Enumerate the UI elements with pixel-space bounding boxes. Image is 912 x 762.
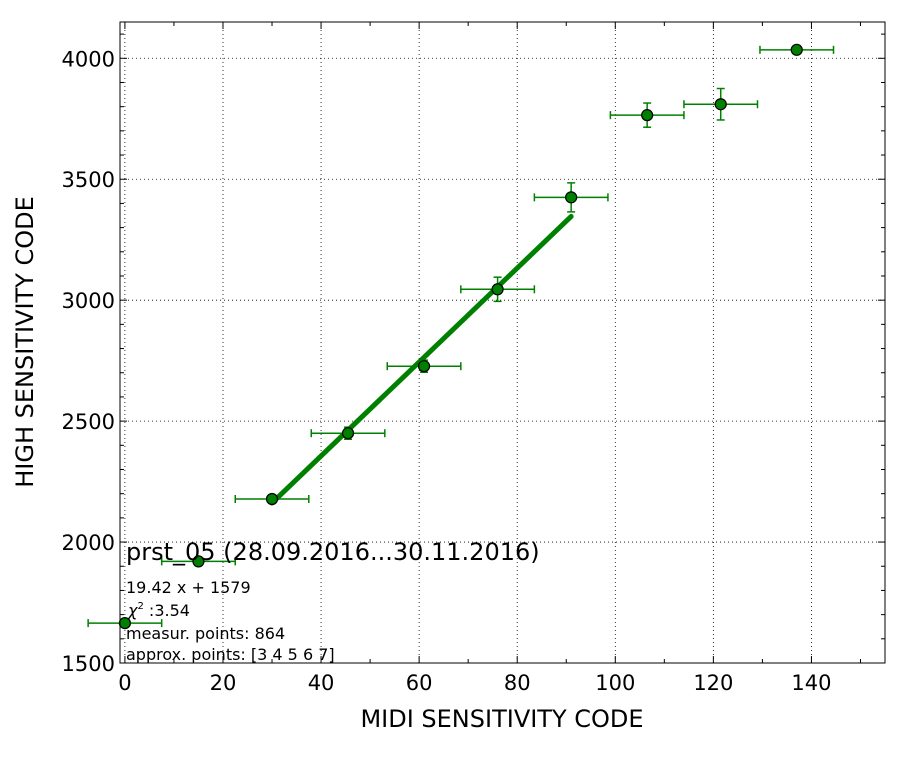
- data-point: [160, 555, 236, 568]
- annotation-measur-points: measur. points: 864: [126, 624, 285, 643]
- x-tick-label: 0: [118, 671, 131, 695]
- data-point: [759, 43, 835, 56]
- marker: [341, 427, 355, 440]
- x-axis-title: MIDI SENSITIVITY CODE: [360, 705, 643, 733]
- marker: [118, 616, 132, 630]
- grid: [120, 22, 885, 664]
- data-point: [609, 102, 685, 128]
- y-tick-label: 4000: [62, 47, 115, 71]
- x-tick-label: 20: [210, 671, 237, 695]
- data-point: [533, 182, 609, 213]
- annotation-chi2: χ2 :3.54: [127, 601, 190, 620]
- y-tick-label: 1500: [62, 652, 115, 676]
- y-axis-title: HIGH SENSITIVITY CODE: [11, 196, 39, 488]
- annotation-approx-points: approx. points: [3 4 5 6 7]: [126, 645, 335, 664]
- marker: [265, 492, 279, 506]
- data-point: [87, 616, 163, 630]
- data-point: [234, 492, 310, 506]
- marker: [641, 109, 654, 122]
- plot-frame: [119, 21, 886, 664]
- data-point: [310, 426, 386, 441]
- x-tick-label: 60: [406, 671, 433, 695]
- y-tick-label: 3000: [62, 289, 115, 313]
- marker: [417, 360, 431, 373]
- y-tick-label: 2500: [62, 410, 115, 434]
- x-tick-label: 140: [791, 671, 831, 695]
- annotation-block: prst_05 (28.09.2016...30.11.2016) 19.42 …: [126, 538, 540, 664]
- x-tick-label: 120: [693, 671, 733, 695]
- data-points: [87, 43, 835, 630]
- x-tick-label: 100: [595, 671, 635, 695]
- marker: [491, 283, 504, 296]
- marker: [714, 98, 727, 111]
- chi-symbol: χ: [127, 601, 138, 620]
- marker: [565, 191, 578, 204]
- chi-superscript: 2: [137, 601, 143, 612]
- annotation-formula: 19.42 x + 1579: [126, 578, 251, 597]
- axis-ticks: 0 20 40 60 80 100 120 140 1500 2000 2500 3000 3500 40…: [62, 22, 885, 695]
- x-tick-label: 80: [504, 671, 531, 695]
- data-point: [460, 276, 536, 303]
- y-tick-label: 2000: [62, 531, 115, 555]
- y-tick-label: 3500: [62, 168, 115, 192]
- x-tick-label: 40: [308, 671, 335, 695]
- data-point: [683, 87, 759, 121]
- chi-value: :3.54: [144, 601, 190, 620]
- marker: [192, 555, 205, 568]
- annotation-title: prst_05 (28.09.2016...30.11.2016): [126, 538, 540, 566]
- marker: [790, 43, 803, 56]
- data-point: [386, 359, 462, 374]
